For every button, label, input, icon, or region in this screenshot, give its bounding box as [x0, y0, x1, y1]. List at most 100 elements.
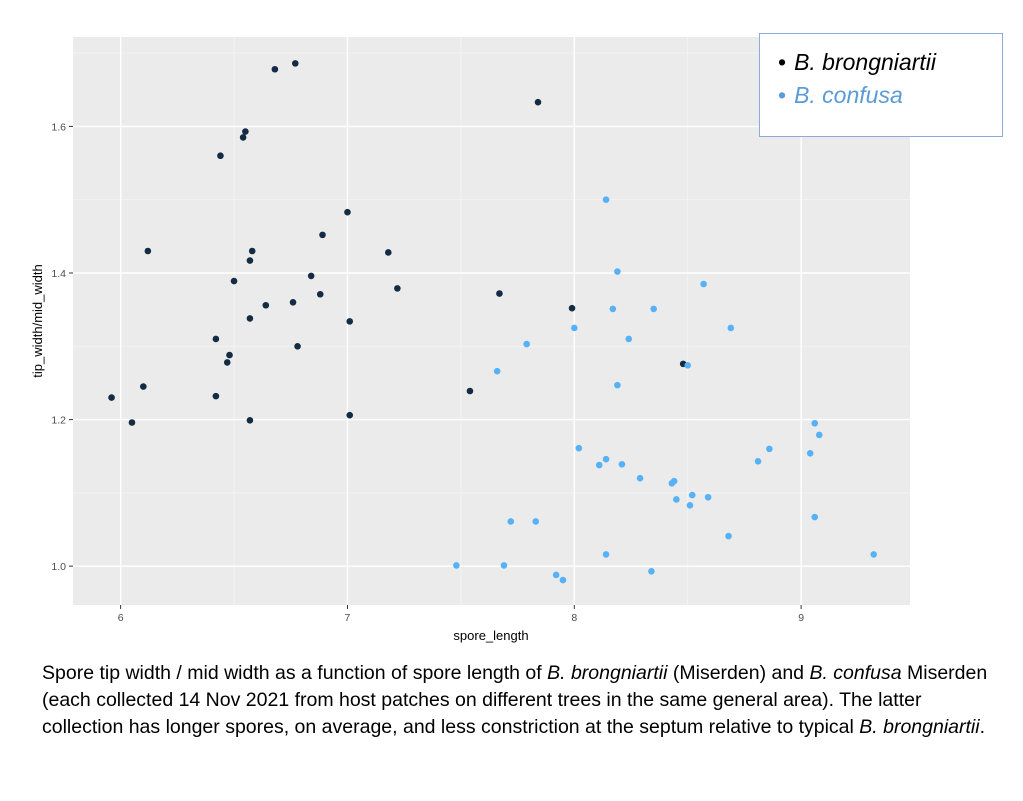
data-point-b-brongniartii [346, 318, 354, 325]
data-point-b-confusa [806, 449, 814, 457]
data-point-b-brongniartii [226, 351, 233, 359]
data-point-b-confusa [559, 576, 567, 584]
data-point-b-brongniartii [394, 285, 401, 292]
data-point-b-brongniartii [242, 128, 249, 135]
data-point-b-confusa [595, 461, 603, 469]
data-point-b-brongniartii [262, 301, 270, 309]
data-point-b-brongniartii [248, 247, 256, 255]
y-tick-label: 1.2 [51, 415, 66, 427]
data-point-b-brongniartii [246, 315, 254, 322]
x-tick-label: 9 [798, 612, 804, 624]
caption-text: Miserden (each collected 14 Nov 2021 fro… [42, 662, 988, 738]
data-point-b-brongniartii [466, 387, 474, 395]
data-point-b-confusa [602, 551, 610, 558]
data-point-b-confusa [532, 518, 540, 525]
major-gridlines [73, 37, 910, 605]
x-tick-label: 6 [118, 612, 124, 624]
data-point-b-confusa [684, 362, 692, 369]
caption-species: B. brongniartii [859, 716, 980, 738]
data-point-b-brongniartii [246, 257, 254, 264]
legend-item-confusa: • B. confusa [778, 79, 1002, 112]
data-point-b-confusa [523, 340, 530, 348]
data-point-b-brongniartii [223, 359, 231, 366]
x-axis-ticks: 6 7 8 9 [118, 605, 804, 624]
data-point-b-confusa [686, 502, 694, 509]
data-point-b-confusa [570, 324, 578, 332]
data-point-b-confusa [453, 562, 460, 569]
data-point-b-confusa [815, 431, 823, 439]
data-point-b-confusa [575, 444, 583, 452]
y-axis-title: tip_width/mid_width [30, 264, 45, 377]
data-point-b-brongniartii [212, 335, 220, 343]
caption-text: Spore tip width / mid width as a functio… [42, 662, 548, 684]
data-point-b-brongniartii [271, 65, 279, 73]
data-point-b-brongniartii [128, 419, 136, 426]
data-point-b-confusa [870, 551, 878, 558]
data-point-b-brongniartii [291, 60, 299, 67]
data-point-b-confusa [552, 571, 560, 579]
data-point-b-confusa [500, 562, 508, 569]
x-axis-title: spore_length [453, 628, 528, 643]
data-point-b-confusa [507, 518, 515, 525]
caption-text: (Miserden) and [667, 662, 810, 684]
data-point-b-confusa [636, 474, 644, 482]
data-point-b-confusa [670, 477, 678, 485]
data-point-b-brongniartii [316, 290, 324, 298]
y-tick-label: 1.0 [51, 561, 66, 573]
legend-label: B. confusa [794, 82, 903, 108]
data-point-b-brongniartii [140, 383, 147, 390]
data-point-b-confusa [614, 268, 621, 275]
data-point-b-confusa [650, 305, 657, 313]
data-point-b-brongniartii [307, 272, 315, 280]
data-point-b-brongniartii [144, 247, 152, 255]
legend-bullet-icon: • [778, 82, 787, 108]
data-point-b-brongniartii [319, 231, 326, 239]
data-point-b-brongniartii [568, 304, 576, 312]
legend-bullet-icon: • [778, 49, 787, 75]
data-point-b-brongniartii [230, 277, 238, 285]
x-tick-label: 8 [571, 612, 577, 624]
legend-item-brongniartii: • B. brongniartii [778, 46, 1002, 79]
y-tick-label: 1.4 [51, 268, 66, 280]
data-point-b-confusa [700, 280, 707, 288]
data-point-b-confusa [602, 455, 610, 463]
data-point-b-brongniartii [496, 290, 503, 297]
data-point-b-confusa [609, 305, 617, 313]
legend: • B. brongniartii • B. confusa [759, 33, 1003, 137]
caption-species: B. brongniartii [547, 662, 668, 684]
data-point-b-brongniartii [212, 392, 220, 400]
data-point-b-confusa [704, 493, 712, 501]
x-tick-label: 7 [345, 612, 351, 624]
caption-species: B. confusa [809, 662, 902, 684]
data-point-b-confusa [673, 496, 680, 503]
data-point-b-confusa [727, 324, 735, 332]
y-tick-label: 1.6 [51, 121, 66, 133]
data-point-b-confusa [493, 367, 501, 375]
data-point-b-brongniartii [239, 134, 247, 141]
data-point-b-confusa [625, 335, 633, 343]
data-point-b-confusa [618, 460, 626, 468]
data-point-b-brongniartii [108, 394, 115, 401]
data-point-b-confusa [725, 532, 732, 540]
data-point-b-brongniartii [384, 249, 392, 256]
data-point-b-brongniartii [217, 152, 224, 160]
data-point-b-brongniartii [289, 299, 297, 306]
data-point-b-confusa [688, 491, 696, 499]
data-point-b-confusa [766, 445, 773, 453]
legend-label: B. brongniartii [794, 49, 936, 75]
data-point-b-brongniartii [534, 98, 542, 106]
caption-text: . [979, 716, 986, 738]
data-point-b-confusa [614, 381, 621, 389]
data-point-b-brongniartii [294, 342, 301, 350]
data-point-b-confusa [648, 567, 655, 575]
data-point-b-confusa [754, 458, 762, 465]
data-point-b-confusa [811, 513, 819, 521]
data-point-b-brongniartii [246, 417, 254, 424]
data-point-b-confusa [602, 196, 610, 204]
data-point-b-brongniartii [344, 208, 351, 216]
figure-caption: Spore tip width / mid width as a functio… [42, 660, 1002, 741]
data-point-b-brongniartii [346, 411, 354, 419]
data-point-b-confusa [811, 419, 819, 427]
data-points [108, 60, 878, 584]
y-axis-ticks: 1.0 1.2 1.4 1.6 [51, 121, 73, 573]
